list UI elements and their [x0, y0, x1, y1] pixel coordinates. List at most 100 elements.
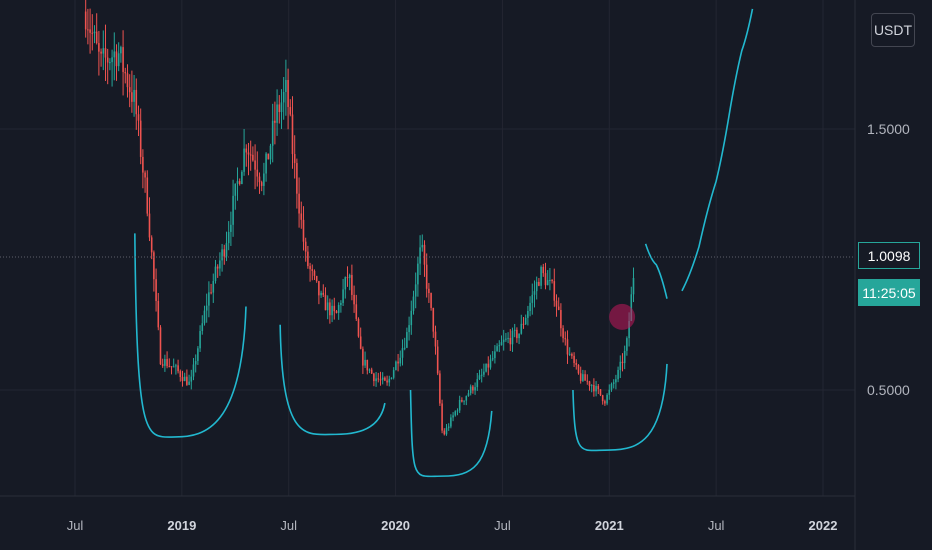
candle-body — [623, 350, 626, 364]
candle-body — [430, 293, 432, 308]
cup-curve[interactable] — [572, 363, 668, 452]
candle-body — [122, 47, 124, 72]
candle-body — [386, 380, 388, 383]
candle-body — [254, 160, 256, 170]
candle-body — [487, 363, 490, 368]
candle-body — [280, 102, 283, 113]
candle-body — [318, 281, 320, 296]
candle-body — [513, 329, 516, 331]
candle-body — [245, 148, 248, 153]
candle-body — [582, 374, 584, 381]
candle-body — [335, 311, 338, 313]
candle-body — [483, 371, 485, 375]
candle-body — [210, 292, 212, 294]
candle-body — [205, 305, 208, 311]
drawing-annotations — [134, 8, 754, 478]
candle-body — [186, 376, 188, 385]
candle-body — [494, 351, 496, 359]
candle-body — [615, 379, 617, 383]
candle-body — [395, 361, 397, 371]
candle-body — [153, 252, 155, 280]
candle-body — [342, 289, 344, 303]
candle-body — [498, 345, 501, 347]
candle-body — [630, 294, 633, 321]
candle-body — [124, 71, 127, 74]
candle-body — [172, 366, 175, 368]
candle-body — [375, 378, 377, 382]
candle-body — [562, 328, 564, 339]
candle-body — [478, 375, 481, 380]
candle-body — [340, 302, 342, 306]
candle-body — [406, 332, 408, 348]
candle-body — [579, 373, 582, 381]
candle-body — [155, 279, 157, 301]
candle-body — [159, 327, 162, 365]
candle-body — [126, 73, 129, 88]
candle-body — [445, 427, 448, 435]
candle-body — [507, 337, 509, 339]
candle-body — [274, 120, 276, 123]
cup-curve[interactable] — [279, 324, 386, 436]
candle-body — [148, 213, 151, 238]
bar-countdown-tag: 11:25:05 — [858, 279, 920, 306]
candle-body — [597, 385, 600, 390]
candle-body — [535, 281, 538, 292]
candle-body — [302, 219, 305, 242]
highlight-circle-marker[interactable] — [609, 303, 636, 330]
candle-body — [410, 310, 413, 326]
candle-body — [606, 394, 608, 404]
candle-body — [403, 347, 406, 349]
candle-body — [551, 280, 553, 282]
candle-body — [144, 172, 146, 178]
candle-body — [368, 369, 371, 371]
price-axis[interactable]: 1.5000 0.5000 — [867, 121, 910, 398]
time-axis[interactable]: Jul 2019 Jul 2020 Jul 2021 Jul 2022 — [67, 518, 838, 533]
candle-body — [258, 176, 261, 183]
candle-body — [289, 107, 292, 115]
candle-body — [621, 361, 624, 364]
x-tick-label: 2019 — [167, 518, 196, 533]
candle-body — [201, 323, 204, 332]
candle-body — [181, 377, 184, 382]
candle-body — [425, 264, 428, 289]
candle-body — [183, 376, 186, 382]
candle-body — [223, 249, 226, 257]
projection-curve[interactable] — [644, 243, 668, 299]
cup-curve[interactable] — [409, 389, 493, 478]
candle-body — [157, 300, 160, 328]
candle-body — [379, 379, 382, 381]
cup-curve[interactable] — [134, 233, 247, 438]
candle-body — [531, 294, 534, 303]
candle-body — [432, 307, 435, 332]
candle-body — [333, 305, 336, 312]
candle-body — [219, 260, 221, 269]
candle-body — [276, 104, 278, 123]
candle-body — [408, 325, 410, 333]
candle-body — [373, 373, 375, 382]
candle-body — [320, 292, 322, 296]
candle-body — [522, 323, 525, 325]
candle-body — [131, 92, 133, 102]
candle-body — [520, 323, 523, 334]
x-tick-label: 2021 — [595, 518, 624, 533]
y-tick-label: 1.5000 — [867, 121, 910, 137]
currency-button[interactable]: USDT — [871, 13, 915, 47]
candle-body — [632, 278, 635, 295]
candle-body — [247, 152, 250, 155]
candle-body — [146, 177, 149, 214]
candle-body — [188, 381, 190, 385]
candle-body — [509, 337, 512, 345]
candle-body — [595, 385, 597, 392]
candle-body — [456, 410, 459, 412]
candle-body — [161, 364, 164, 366]
candle-body — [113, 51, 116, 58]
candle-body — [560, 310, 562, 329]
candle-body — [364, 359, 366, 366]
candle-body — [298, 193, 300, 214]
candle-body — [285, 79, 287, 93]
candle-body — [348, 275, 351, 278]
candle-body — [98, 43, 100, 52]
projection-curve[interactable] — [681, 8, 754, 292]
candle-body — [89, 29, 91, 33]
